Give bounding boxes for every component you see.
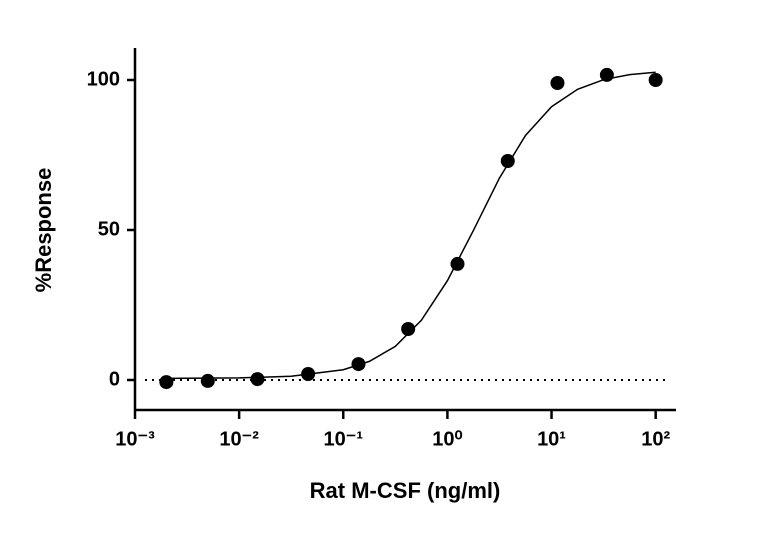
- x-tick-label: 10⁻³: [115, 428, 155, 450]
- data-point: [351, 357, 366, 372]
- data-point: [301, 367, 316, 381]
- x-tick-label: 10⁻¹: [324, 428, 364, 450]
- x-axis-title: Rat M-CSF (ng/ml): [310, 478, 501, 503]
- data-point: [401, 322, 416, 336]
- data-point: [648, 73, 663, 87]
- data-point: [599, 67, 614, 82]
- x-tick-label: 10⁻²: [219, 428, 259, 450]
- data-point: [200, 373, 215, 388]
- data-point: [159, 375, 174, 390]
- x-tick-label: 10¹: [537, 428, 566, 450]
- y-tick-label: 50: [98, 218, 120, 240]
- x-tick-label: 10²: [641, 428, 670, 450]
- y-tick-label: 100: [87, 68, 120, 90]
- x-tick-label: 10⁰: [432, 428, 462, 450]
- y-axis-title: %Response: [31, 168, 56, 293]
- y-tick-label: 0: [109, 368, 120, 390]
- data-point: [500, 154, 515, 168]
- fit-curve: [166, 71, 656, 380]
- data-point: [450, 256, 465, 271]
- data-point: [250, 372, 265, 387]
- data-point: [550, 76, 565, 90]
